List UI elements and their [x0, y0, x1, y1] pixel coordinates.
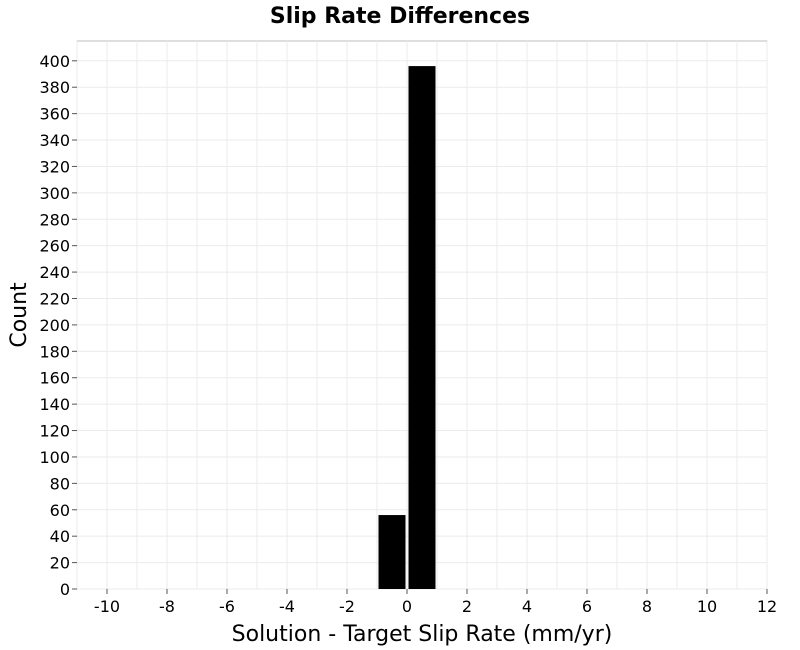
x-tick-label: -10: [94, 597, 120, 616]
x-tick-label: 4: [522, 597, 532, 616]
y-tick-label: 180: [39, 342, 70, 361]
y-tick-label: 80: [50, 474, 70, 493]
y-tick-label: 40: [50, 527, 70, 546]
y-tick-label: 280: [39, 210, 70, 229]
bars: [378, 66, 436, 589]
x-tick-label: 6: [582, 597, 592, 616]
y-tick-label: 400: [39, 52, 70, 71]
y-tick-label: 60: [50, 501, 70, 520]
y-tick-label: 100: [39, 448, 70, 467]
y-tick-label: 220: [39, 289, 70, 308]
y-tick-label: 380: [39, 78, 70, 97]
x-tick-label: 12: [757, 597, 777, 616]
x-axis-label: Solution - Target Slip Rate (mm/yr): [232, 622, 613, 647]
x-tick-label: 0: [402, 597, 412, 616]
chart-title: Slip Rate Differences: [270, 4, 530, 29]
y-tick-label: 200: [39, 316, 70, 335]
x-tick-label: -2: [339, 597, 355, 616]
y-axis-ticks: 0 20 40 60 80 100 120 140 160 180 200 220 240 260 280 3…: [39, 52, 77, 599]
y-axis-label: Count: [7, 282, 32, 348]
histogram-bar: [378, 515, 406, 589]
y-tick-label: 260: [39, 237, 70, 256]
y-tick-label: 120: [39, 422, 70, 441]
y-tick-label: 20: [50, 554, 70, 573]
y-tick-label: 340: [39, 131, 70, 150]
x-tick-label: -6: [219, 597, 235, 616]
x-tick-label: 10: [697, 597, 717, 616]
x-tick-label: 8: [642, 597, 652, 616]
x-axis-ticks: -10 -8 -6 -4 -2 0 2 4 6 8 10 12: [94, 589, 777, 616]
x-tick-label: -8: [159, 597, 175, 616]
y-tick-label: 160: [39, 369, 70, 388]
y-tick-label: 140: [39, 395, 70, 414]
x-tick-label: 2: [462, 597, 472, 616]
histogram-bar: [408, 66, 436, 589]
y-tick-label: 360: [39, 105, 70, 124]
y-tick-label: 0: [60, 580, 70, 599]
y-tick-label: 320: [39, 157, 70, 176]
y-tick-label: 240: [39, 263, 70, 282]
y-tick-label: 300: [39, 184, 70, 203]
x-tick-label: -4: [279, 597, 295, 616]
